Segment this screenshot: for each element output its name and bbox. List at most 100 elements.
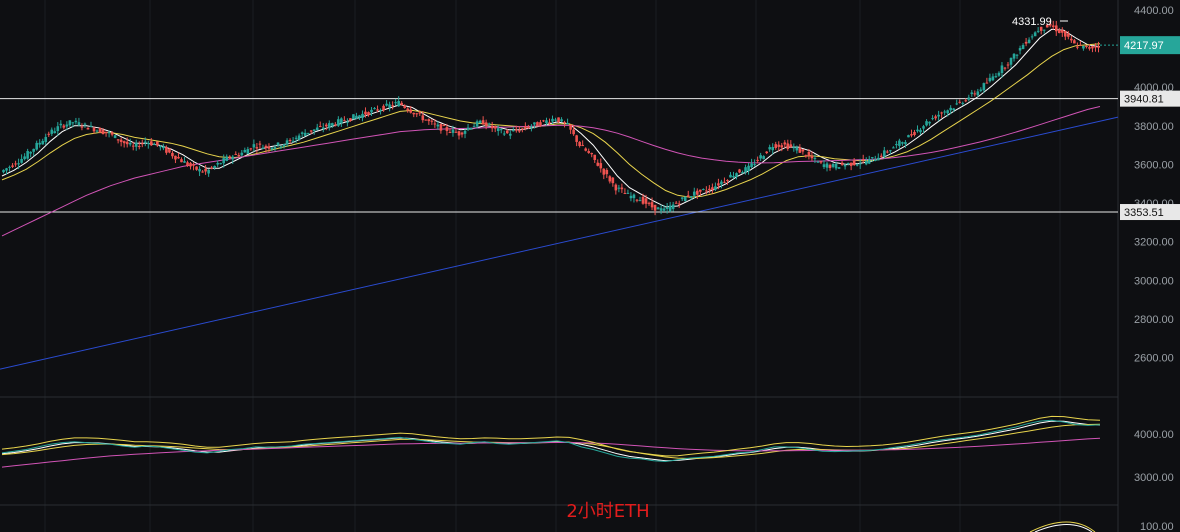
candle-body bbox=[768, 147, 771, 150]
candle-body bbox=[47, 133, 51, 135]
candle-body bbox=[955, 103, 959, 105]
candle-body bbox=[198, 168, 201, 172]
candle-body bbox=[240, 152, 244, 156]
candle-body bbox=[744, 167, 747, 173]
candle-body bbox=[279, 146, 283, 148]
current-price-tag bbox=[1120, 36, 1180, 55]
candle-body bbox=[828, 164, 832, 169]
candle-body bbox=[997, 72, 1001, 76]
candle-body bbox=[403, 105, 407, 108]
candle-body bbox=[668, 205, 672, 212]
candle-body bbox=[475, 121, 479, 127]
candle-body bbox=[542, 120, 545, 122]
candle-body bbox=[569, 124, 572, 130]
candle-body bbox=[539, 122, 542, 126]
candle-body bbox=[738, 169, 741, 173]
candle-body bbox=[168, 148, 171, 153]
candle-body bbox=[140, 143, 144, 145]
candle-body bbox=[982, 83, 986, 91]
candle-body bbox=[1039, 26, 1043, 31]
candle-body bbox=[1042, 29, 1046, 31]
candle-body bbox=[858, 163, 862, 165]
candle-body bbox=[415, 113, 419, 115]
candle-body bbox=[644, 198, 648, 204]
candle-body bbox=[249, 148, 253, 150]
candle-body bbox=[876, 157, 880, 161]
candle-body bbox=[593, 154, 597, 160]
candle-body bbox=[309, 130, 313, 132]
candle-body bbox=[762, 156, 765, 160]
candle-body bbox=[545, 120, 548, 124]
candle-body bbox=[949, 107, 952, 111]
candle-body bbox=[180, 159, 183, 163]
candle-body bbox=[41, 140, 45, 145]
candle-body bbox=[65, 124, 69, 127]
candle-body bbox=[843, 164, 847, 167]
candle-body bbox=[919, 129, 922, 133]
candle-body bbox=[729, 174, 732, 178]
candle-body bbox=[617, 187, 621, 189]
candle-body bbox=[611, 177, 615, 184]
y-tick-label: 3000.00 bbox=[1134, 275, 1174, 287]
y-tick-label: 3200.00 bbox=[1134, 237, 1174, 249]
candle-body bbox=[774, 144, 778, 149]
candle-body bbox=[162, 146, 165, 149]
candle-body bbox=[312, 129, 316, 131]
candle-body bbox=[1064, 30, 1067, 37]
candles bbox=[2, 19, 1100, 216]
candle-body bbox=[454, 131, 458, 133]
candle-body bbox=[373, 108, 376, 110]
candle-body bbox=[741, 172, 744, 174]
candle-body bbox=[80, 126, 84, 128]
candle-body bbox=[867, 159, 871, 164]
candle-body bbox=[846, 163, 850, 165]
candle-body bbox=[367, 112, 370, 116]
candle-body bbox=[1009, 57, 1013, 65]
candle-body bbox=[795, 147, 799, 151]
candle-body bbox=[349, 118, 352, 121]
level-price-text: 3940.81 bbox=[1124, 94, 1164, 106]
candle-body bbox=[306, 132, 310, 134]
candle-body bbox=[201, 171, 204, 173]
candle-body bbox=[53, 131, 57, 133]
candle-body bbox=[659, 208, 663, 211]
moving-averages bbox=[1, 28, 1101, 237]
candle-body bbox=[530, 126, 533, 128]
candle-body bbox=[801, 149, 805, 152]
candle-body bbox=[837, 167, 841, 169]
candle-body bbox=[822, 164, 826, 167]
candle-body bbox=[14, 163, 17, 165]
candle-body bbox=[1070, 38, 1073, 41]
candle-body bbox=[243, 149, 247, 153]
candle-body bbox=[964, 100, 968, 102]
candle-body bbox=[77, 122, 81, 126]
candle-body bbox=[460, 132, 464, 135]
candle-body bbox=[177, 156, 180, 159]
candle-body bbox=[548, 122, 551, 124]
candle-body bbox=[493, 126, 497, 129]
candle-body bbox=[973, 93, 977, 95]
candle-body bbox=[629, 195, 633, 199]
candle-body bbox=[677, 203, 681, 205]
candle-body bbox=[406, 108, 410, 111]
candle-body bbox=[225, 156, 229, 161]
candle-body bbox=[536, 122, 539, 126]
moving-average-line bbox=[1, 106, 1101, 237]
candle-body bbox=[1060, 30, 1064, 33]
candle-body bbox=[662, 208, 666, 211]
high-annotation: 4331.99 bbox=[1012, 16, 1052, 28]
candle-body bbox=[5, 168, 8, 171]
level-price-text: 3353.51 bbox=[1124, 207, 1164, 219]
candle-body bbox=[934, 116, 937, 119]
candle-body bbox=[605, 170, 609, 175]
candle-body bbox=[1003, 67, 1007, 69]
candle-body bbox=[92, 127, 96, 132]
candle-body bbox=[1012, 53, 1016, 59]
candle-body bbox=[587, 151, 591, 153]
candle-body bbox=[1091, 46, 1094, 49]
candle-body bbox=[1073, 40, 1076, 44]
candle-body bbox=[557, 117, 560, 123]
candle-body bbox=[324, 124, 328, 127]
sub-y-tick-label: 3000.00 bbox=[1134, 472, 1174, 484]
